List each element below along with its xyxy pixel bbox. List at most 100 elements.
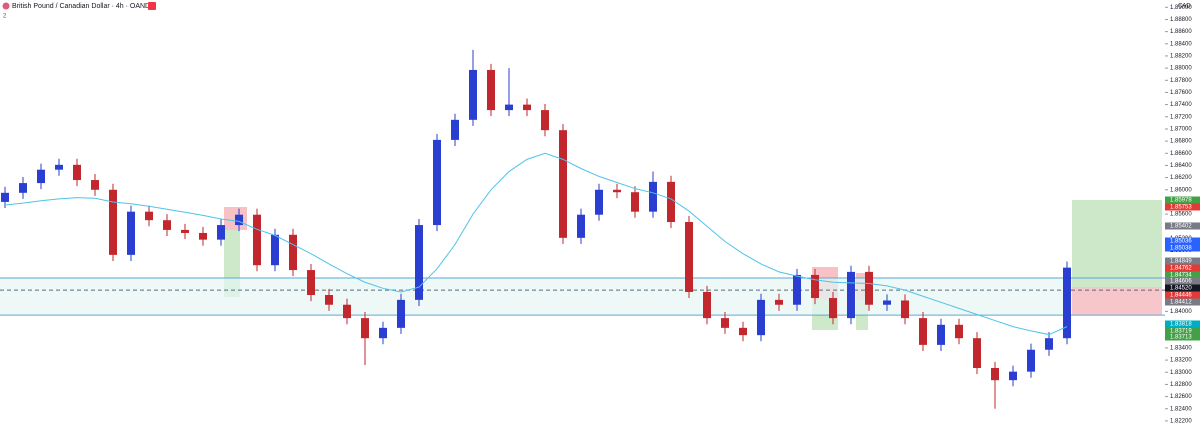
price-label-box [1165, 284, 1200, 292]
plot [0, 49, 1165, 409]
candle-body [955, 324, 963, 339]
candle-body [325, 295, 333, 305]
price-label-box [1165, 257, 1200, 265]
long-target-zone [1072, 200, 1162, 287]
y-tick-label: 1.88200 [1170, 54, 1192, 60]
candle-body [109, 189, 117, 255]
indicator-count[interactable]: 2 [3, 14, 7, 20]
price-label-box [1165, 264, 1200, 272]
y-tick-label: 1.88000 [1170, 66, 1192, 72]
y-tick-label: 1.86400 [1170, 163, 1192, 169]
y-tick-label: 1.86200 [1170, 175, 1192, 181]
candle-body [721, 318, 729, 328]
y-tick-label: 1.88800 [1170, 17, 1192, 23]
candle-body [433, 139, 441, 226]
candle-body [163, 220, 171, 230]
candle-body [253, 214, 261, 266]
y-tick-label: 1.84000 [1170, 309, 1192, 315]
candle-body [19, 183, 27, 193]
candle-body [505, 104, 513, 111]
candle-body [847, 271, 855, 319]
flag[interactable] [148, 2, 156, 10]
candle-body [145, 211, 153, 221]
y-tick-label: 1.87200 [1170, 114, 1192, 120]
candle-body [757, 299, 765, 336]
price-label-box [1165, 196, 1200, 204]
price-label: 1.83713 [1170, 335, 1192, 341]
candle-body [91, 180, 99, 190]
candle-body [559, 130, 567, 238]
price-label-box [1165, 320, 1200, 328]
symbol-icon [2, 2, 10, 10]
y-tick-label: 1.82200 [1170, 418, 1192, 424]
candle-body [883, 300, 891, 305]
y-tick-label: 1.83000 [1170, 370, 1192, 376]
candle-body [541, 110, 549, 131]
candle-body [649, 181, 657, 212]
candle-body [289, 234, 297, 271]
candle-body [613, 189, 621, 193]
price-label-box [1165, 244, 1200, 252]
price-label-box [1165, 237, 1200, 245]
price-label: 1.85402 [1170, 224, 1192, 230]
candle-body [811, 274, 819, 299]
price-label-box [1165, 333, 1200, 341]
zone [0, 278, 1162, 315]
candle-body [901, 300, 909, 319]
candle-body [343, 304, 351, 319]
y-tick-label: 1.87800 [1170, 78, 1192, 84]
price-label-box [1165, 291, 1200, 299]
price-label: 1.85978 [1170, 198, 1192, 204]
price-label: 1.84849 [1170, 259, 1192, 265]
axis: 1.82200 1.82400 1.82600 1.82800 1.83000 1.832… [1165, 5, 1200, 424]
y-tick-label: 1.87000 [1170, 127, 1192, 133]
candle-body [523, 104, 531, 111]
candle-body [703, 291, 711, 319]
candle-body [937, 324, 945, 345]
y-tick-label: 1.86800 [1170, 139, 1192, 145]
candle-body [577, 214, 585, 238]
candle-body [487, 69, 495, 111]
candle-body [271, 234, 279, 266]
y-tick-label: 1.83400 [1170, 346, 1192, 352]
candle-body [1, 192, 9, 202]
price-axis [1165, 0, 1200, 427]
price-label: 1.84446 [1170, 293, 1192, 299]
moving-average [4, 152, 1068, 336]
y-tick-label: 1.86000 [1170, 187, 1192, 193]
price-label-box [1165, 327, 1200, 335]
candle-body [415, 225, 423, 300]
candle-body [379, 327, 387, 339]
candle-body [469, 69, 477, 120]
candle-body [397, 299, 405, 328]
price-label: 1.84606 [1170, 279, 1192, 285]
candle-body [865, 271, 873, 305]
candle-body [37, 169, 45, 184]
candle-body [973, 338, 981, 368]
price-label-box [1165, 203, 1200, 211]
price-label: 1.85753 [1170, 205, 1192, 211]
price-label-box [1165, 271, 1200, 279]
candle-body [829, 298, 837, 319]
y-tick-label: 1.83200 [1170, 358, 1192, 364]
candle-body [127, 211, 135, 255]
price-label: 1.84412 [1170, 300, 1192, 306]
candle-body [775, 299, 783, 305]
y-tick-label: 1.89000 [1170, 5, 1192, 11]
candle-body [1045, 338, 1053, 350]
candle-body [451, 119, 459, 140]
price-label: 1.83719 [1170, 329, 1192, 335]
candle-body [307, 270, 315, 296]
candle-body [73, 164, 81, 181]
y-tick-label: 1.88600 [1170, 29, 1192, 35]
price-label: 1.83818 [1170, 322, 1192, 328]
price-label: 1.84762 [1170, 266, 1192, 272]
candle-body [685, 222, 693, 292]
candle-body [739, 327, 747, 336]
y-tick-label: 1.88400 [1170, 41, 1192, 47]
chart-title: British Pound / Canadian Dollar · 4h · O… [12, 3, 155, 10]
candle-body [919, 318, 927, 345]
candle-body [1027, 349, 1035, 372]
candle-body [235, 214, 243, 226]
